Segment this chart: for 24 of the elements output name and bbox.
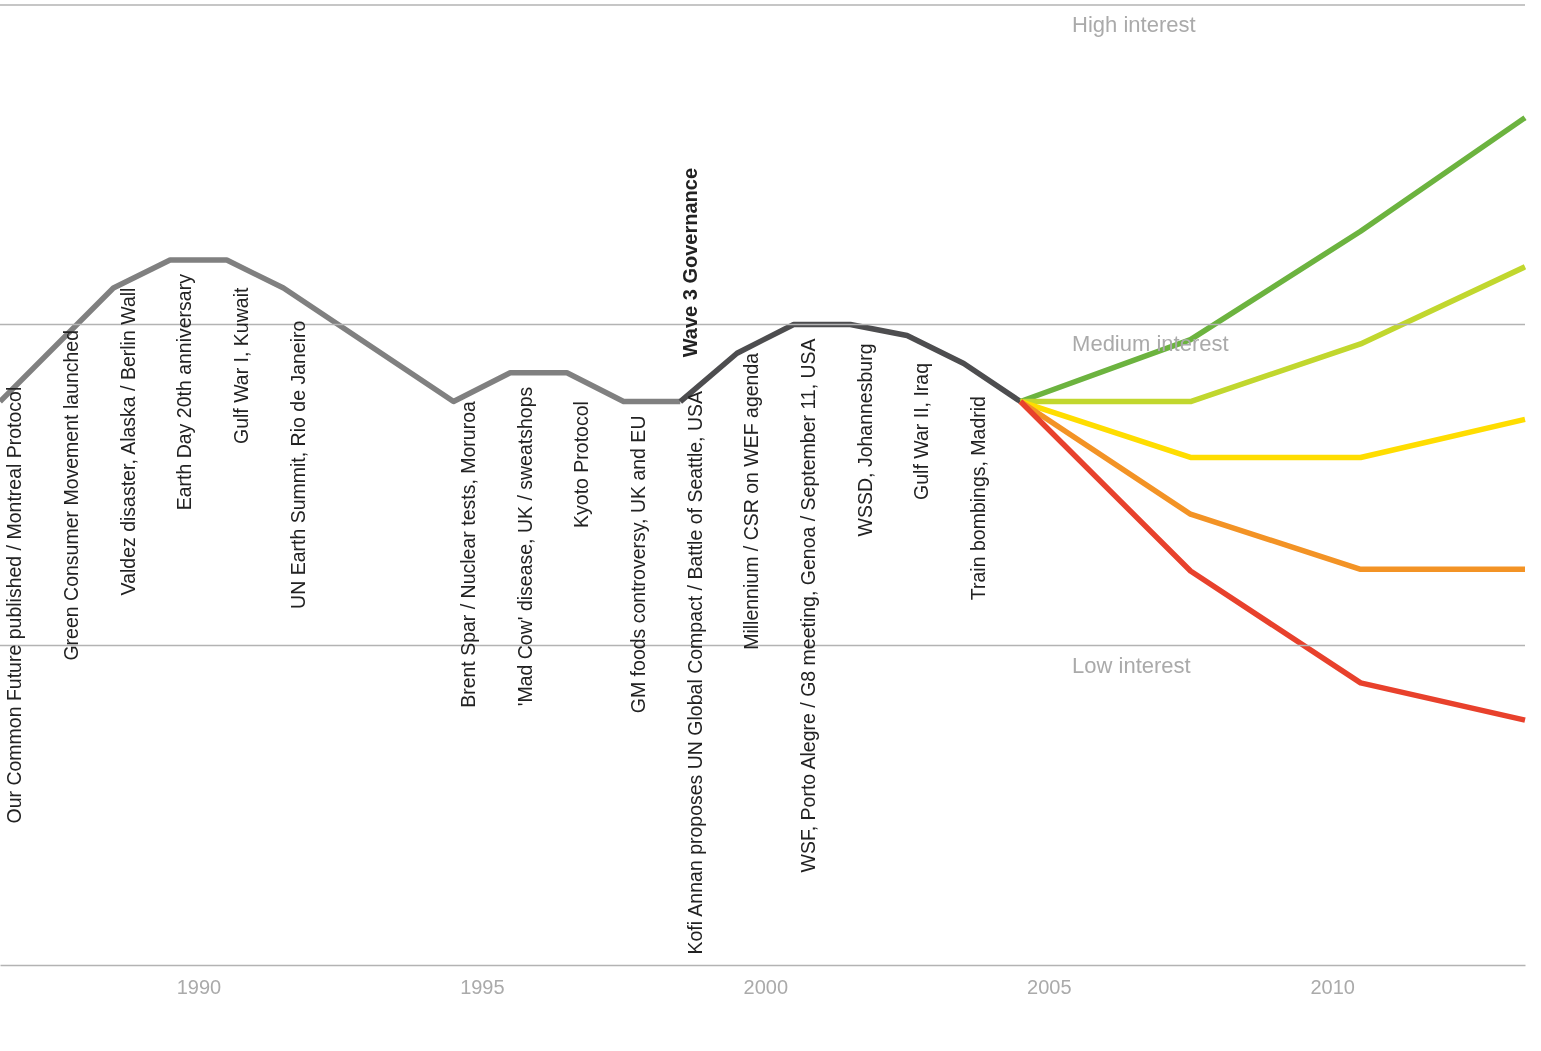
- annotation: Valdez disaster, Alaska / Berlin Wall: [116, 287, 139, 596]
- annotation: Gulf War I, Kuwait: [230, 287, 253, 444]
- x-tick-label: 2000: [743, 975, 789, 998]
- annotation: WSF, Porto Alegre / G8 meeting, Genoa / September 11, USA: [797, 338, 820, 873]
- annotation: Green Consumer Movement launched: [60, 329, 83, 661]
- annotation: 'Mad Cow' disease, UK / sweatshops: [513, 386, 536, 707]
- annotation: Brent Spar / Nuclear tests, Moruroa: [456, 400, 479, 708]
- annotation: Millennium / CSR on WEF agenda: [740, 352, 763, 650]
- ref-line-label: High interest: [1072, 12, 1196, 37]
- annotation: Wave 3 Governance: [678, 167, 701, 358]
- annotation: Gulf War II, Iraq: [910, 363, 933, 500]
- annotation: GM foods controversy, UK and EU: [626, 415, 649, 714]
- annotation: Earth Day 20th anniversary: [173, 273, 196, 511]
- annotation: Our Common Future published / Montreal Protocol: [3, 386, 26, 824]
- annotation: UN Earth Summit, Rio de Janeiro: [286, 320, 309, 609]
- x-tick-label: 1995: [460, 975, 505, 998]
- x-tick-label: 1990: [176, 975, 222, 998]
- x-tick-label: 2010: [1310, 975, 1355, 998]
- annotation: Kyoto Protocol: [570, 401, 593, 528]
- annotation: WSSD, Johannesburg: [853, 343, 876, 537]
- annotation: Kofi Annan proposes UN Global Compact / Battle of Seattle, USA: [683, 390, 706, 955]
- annotation: Train bombings, Madrid: [967, 396, 990, 601]
- ref-line-label: Low interest: [1072, 652, 1191, 678]
- x-tick-label: 2005: [1027, 975, 1072, 998]
